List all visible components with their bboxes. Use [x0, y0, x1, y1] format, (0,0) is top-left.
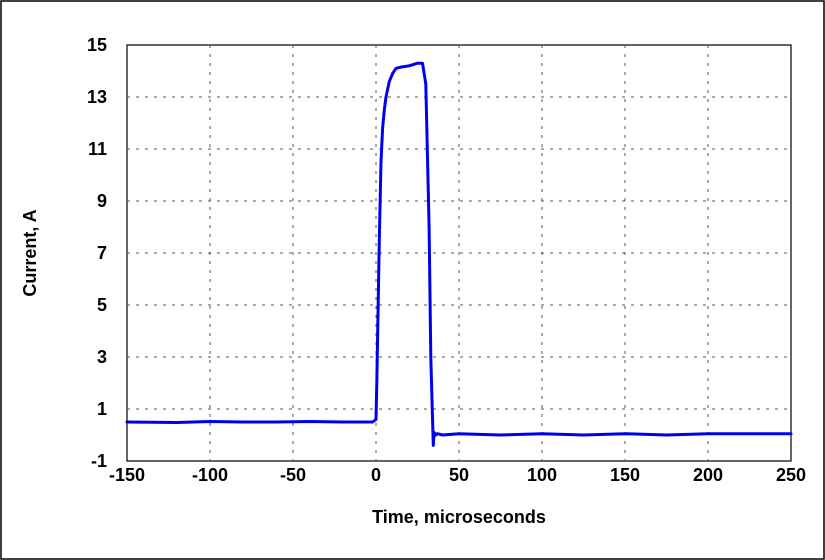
y-tick-label: 11: [88, 139, 107, 159]
x-tick-label: -50: [280, 465, 306, 485]
x-tick-label: 250: [776, 465, 806, 485]
x-tick-label: 200: [693, 465, 723, 485]
y-tick-label: 3: [97, 347, 107, 367]
x-axis-title: Time, microseconds: [372, 507, 546, 527]
y-tick-label: 9: [97, 191, 107, 211]
series-layer: [125, 61, 793, 447]
series-line: [125, 61, 793, 447]
y-tick-label: 1: [97, 399, 107, 419]
x-tick-label: -150: [109, 465, 145, 485]
y-tick-label: 13: [87, 87, 107, 107]
y-tick-label: 15: [87, 35, 107, 55]
gridlines: [127, 45, 791, 461]
x-tick-label: 100: [527, 465, 557, 485]
x-tick-label: 150: [610, 465, 640, 485]
y-tick-label: 7: [97, 243, 107, 263]
y-axis-title: Current, A: [20, 209, 40, 296]
x-tick-label: -100: [192, 465, 228, 485]
y-tick-label: 5: [97, 295, 107, 315]
x-tick-label: 0: [371, 465, 381, 485]
x-tick-label: 50: [449, 465, 469, 485]
y-tick-label: -1: [91, 451, 107, 471]
